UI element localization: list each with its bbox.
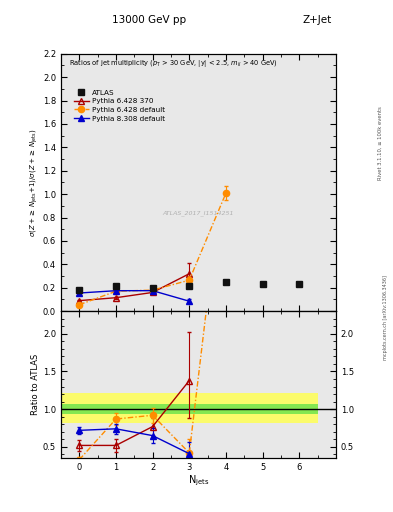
Legend: ATLAS, Pythia 6.428 370, Pythia 6.428 default, Pythia 8.308 default: ATLAS, Pythia 6.428 370, Pythia 6.428 de… [73,88,167,123]
Bar [208,393,244,423]
Bar [61,393,97,423]
Bar [61,404,97,415]
Text: ATLAS_2017_I1514251: ATLAS_2017_I1514251 [163,210,234,216]
Text: Ratios of jet multiplicity ($p_{\rm T}$ > 30 GeV, |y| < 2.5, $m_{ll}$ > 40 GeV): Ratios of jet multiplicity ($p_{\rm T}$ … [69,58,278,69]
X-axis label: N$_{\rm jets}$: N$_{\rm jets}$ [188,474,209,488]
Text: 13000 GeV pp: 13000 GeV pp [112,14,186,25]
Bar [208,404,244,415]
Y-axis label: Ratio to ATLAS: Ratio to ATLAS [31,354,40,415]
Bar [281,393,318,423]
Y-axis label: $\sigma(Z + {\geq}\,N_{\rm jets}{+}1) / \sigma(Z + {\geq}\,N_{\rm jets})$: $\sigma(Z + {\geq}\,N_{\rm jets}{+}1) / … [29,128,40,237]
Bar [97,404,134,415]
Text: mcplots.cern.ch [arXiv:1306.3436]: mcplots.cern.ch [arXiv:1306.3436] [384,275,388,360]
Text: Z+Jet: Z+Jet [303,14,332,25]
Bar [134,404,171,415]
Bar [171,404,208,415]
Bar [134,393,171,423]
Bar [97,393,134,423]
Text: Rivet 3.1.10, ≥ 100k events: Rivet 3.1.10, ≥ 100k events [378,106,383,180]
Bar [244,404,281,415]
Bar [171,393,208,423]
Bar [281,404,318,415]
Bar [244,393,281,423]
